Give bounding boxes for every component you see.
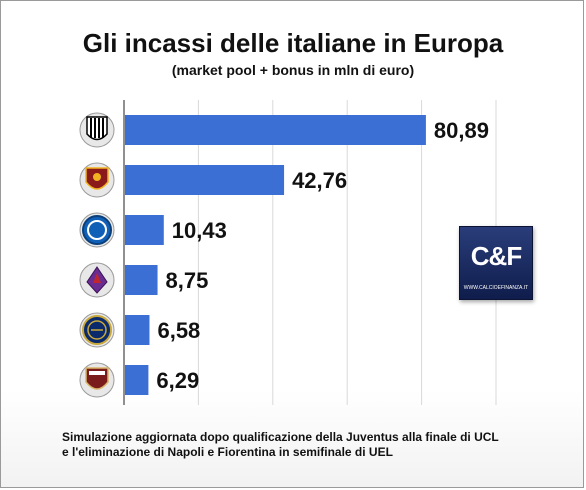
bar-torino bbox=[125, 365, 149, 395]
torino-crest-icon bbox=[79, 362, 115, 398]
bar-fiorentina bbox=[125, 265, 158, 295]
footnote: Simulazione aggiornata dopo qualificazio… bbox=[62, 430, 562, 460]
inter-crest-icon bbox=[79, 312, 115, 348]
bar-napoli bbox=[125, 215, 164, 245]
napoli-crest-icon bbox=[79, 212, 115, 248]
fiorentina-crest-icon bbox=[79, 262, 115, 298]
footnote-line-1: Simulazione aggiornata dopo qualificazio… bbox=[62, 430, 499, 444]
calcio-e-finanza-logo: C&F WWW.CALCIOEFINANZA.IT bbox=[459, 226, 533, 300]
value-label-inter: 6,58 bbox=[157, 318, 200, 343]
value-label-torino: 6,29 bbox=[156, 368, 199, 393]
value-label-fiorentina: 8,75 bbox=[166, 268, 209, 293]
roma-crest-icon bbox=[79, 162, 115, 198]
logo-mark: C&F bbox=[470, 241, 522, 271]
chart-subtitle: (market pool + bonus in mln di euro) bbox=[171, 62, 415, 78]
value-label-roma: 42,76 bbox=[292, 168, 347, 193]
value-label-juventus: 80,89 bbox=[434, 118, 489, 143]
chart-title: Gli incassi delle italiane in Europa bbox=[82, 28, 504, 58]
value-label-napoli: 10,43 bbox=[172, 218, 227, 243]
bar-juventus bbox=[125, 115, 426, 145]
bar-inter bbox=[125, 315, 150, 345]
juventus-crest-icon bbox=[79, 112, 115, 148]
bar-roma bbox=[125, 165, 285, 195]
logo-url: WWW.CALCIOEFINANZA.IT bbox=[463, 285, 529, 291]
footnote-line-2: e l'eliminazione di Napoli e Fiorentina … bbox=[62, 445, 393, 459]
